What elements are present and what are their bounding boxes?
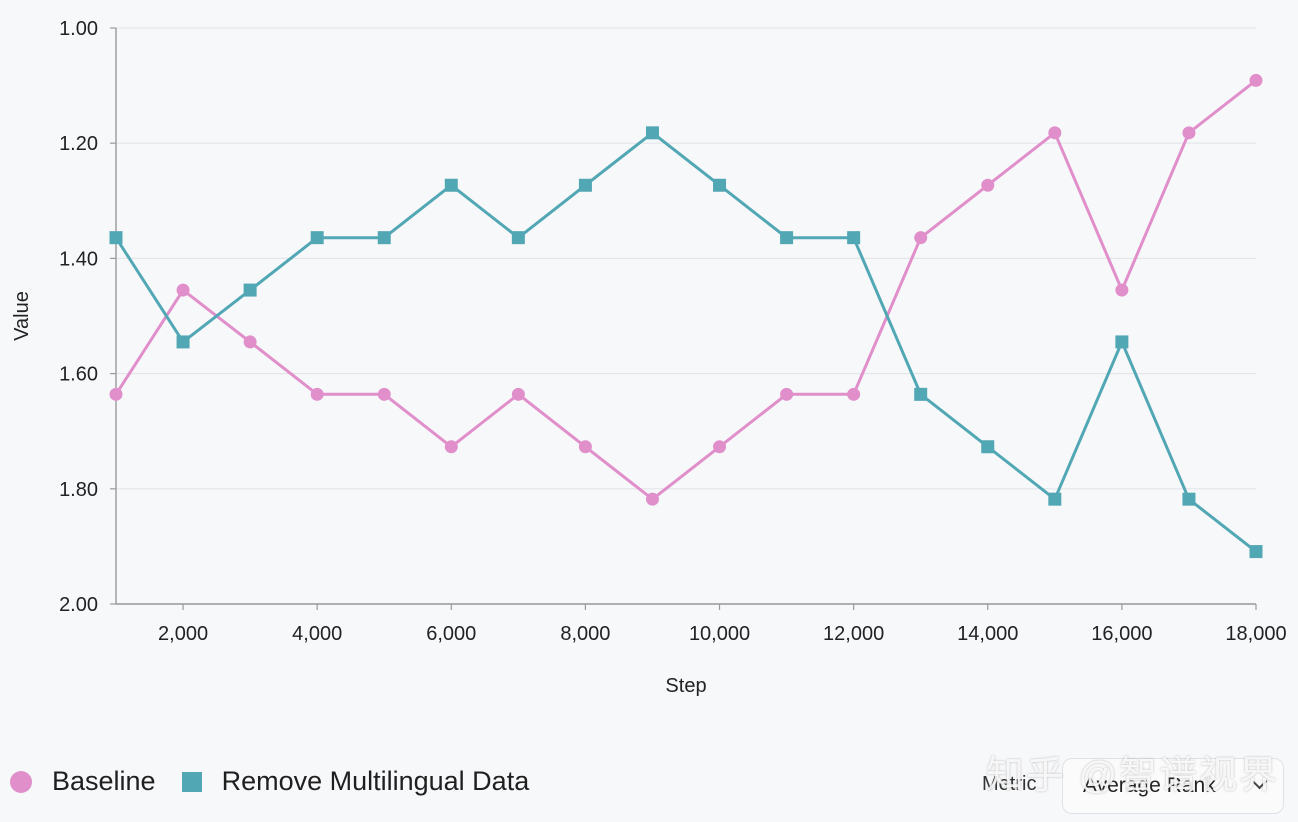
x-tick-label: 18,000 [1225,623,1286,645]
data-point-baseline [310,387,324,401]
data-point-baseline [645,492,659,506]
data-point-remove-multilingual-data [981,440,995,454]
data-point-remove-multilingual-data [176,335,190,349]
series-line-baseline [114,79,1257,501]
data-point-baseline [176,283,190,297]
metric-label: Metric [982,773,1037,795]
y-axis-label: Value [11,291,33,341]
data-point-baseline [847,387,861,401]
data-point-remove-multilingual-data [310,231,324,245]
data-point-remove-multilingual-data [914,387,928,401]
data-point-baseline [377,387,391,401]
x-axis-label: Step [665,675,706,697]
data-point-remove-multilingual-data [1048,492,1062,506]
series-line-remove-multilingual-data [114,131,1257,553]
y-tick-label: 1.00 [59,18,98,40]
data-point-remove-multilingual-data [780,231,794,245]
x-tick-label: 16,000 [1091,623,1152,645]
x-tick-label: 6,000 [426,623,476,645]
x-tick-label: 8,000 [560,623,610,645]
y-tick-label: 1.80 [59,479,98,501]
y-tick-label: 1.20 [59,133,98,155]
data-point-baseline [914,231,928,245]
data-point-remove-multilingual-data [1115,335,1129,349]
data-point-remove-multilingual-data [444,178,458,192]
x-tick-label: 14,000 [957,623,1018,645]
data-point-remove-multilingual-data [713,178,727,192]
x-tick-label: 10,000 [689,623,750,645]
data-point-remove-multilingual-data [377,231,391,245]
legend-label-baseline: Baseline [52,766,156,796]
x-tick-label: 4,000 [292,623,342,645]
data-point-remove-multilingual-data [1182,492,1196,506]
data-point-baseline [780,387,794,401]
legend-item-baseline[interactable]: Baseline [10,766,156,797]
x-tick-label: 12,000 [823,623,884,645]
data-point-remove-multilingual-data [1249,545,1263,559]
data-point-baseline [713,440,727,454]
data-point-remove-multilingual-data [645,126,659,140]
line-chart: 1.00 1.20 1.40 1.60 1.80 2.00 2,000 4,000 6,000 8… [11,18,1287,697]
chevron-down-icon [1251,773,1268,790]
data-point-baseline [109,387,123,401]
legend: Baseline Remove Multilingual Data [10,766,555,797]
data-point-baseline [1182,126,1196,140]
data-point-remove-multilingual-data [847,231,861,245]
data-point-baseline [1115,283,1129,297]
data-point-remove-multilingual-data [578,178,592,192]
data-point-baseline [444,440,458,454]
data-point-baseline [243,335,257,349]
legend-item-remove-multilingual[interactable]: Remove Multilingual Data [181,766,530,797]
x-tick-label: 2,000 [158,623,208,645]
data-point-remove-multilingual-data [243,283,257,297]
baseline-marker-icon [10,770,32,793]
data-point-baseline [1249,73,1263,87]
data-point-baseline [981,178,995,192]
data-point-baseline [578,440,592,454]
remove-multilingual-marker-icon [181,771,202,792]
metric-select[interactable]: Average Rank [1062,758,1284,814]
data-point-remove-multilingual-data [511,231,525,245]
y-tick-label: 1.40 [59,248,98,270]
data-point-baseline [511,387,525,401]
y-tick-label: 1.60 [59,364,98,386]
data-point-remove-multilingual-data [109,231,123,245]
data-point-baseline [1048,126,1062,140]
metric-select-value: Average Rank [1083,774,1216,797]
y-tick-label: 2.00 [59,594,98,616]
legend-label-remove-multilingual: Remove Multilingual Data [221,766,530,796]
